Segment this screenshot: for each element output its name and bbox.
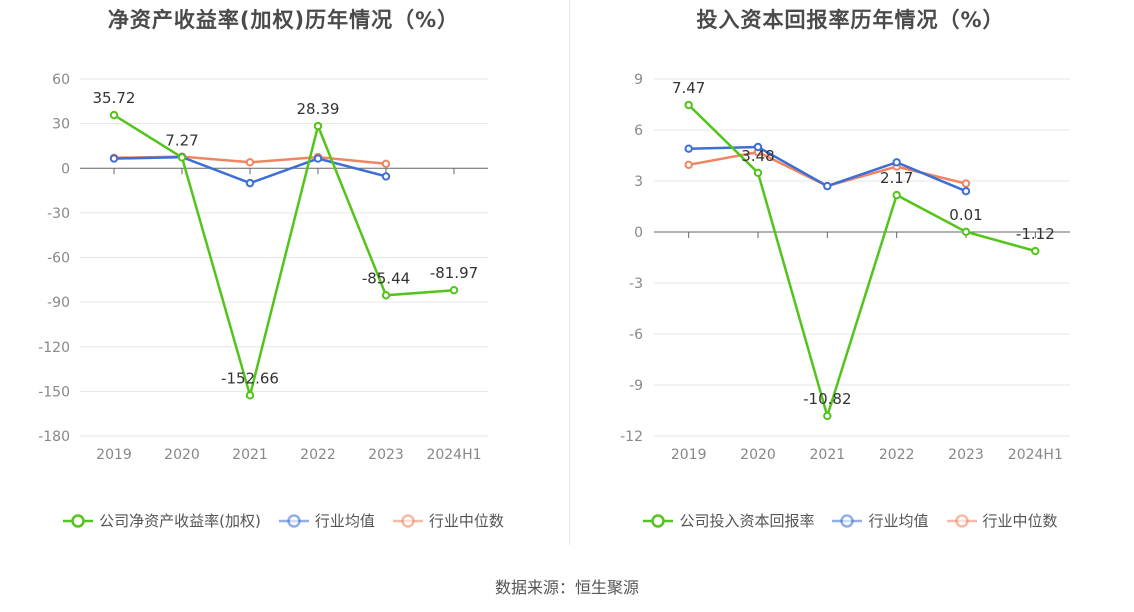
- data-label: 7.27: [165, 131, 198, 149]
- y-tick-label: -6: [629, 327, 643, 343]
- x-tick-label: 2019: [671, 447, 707, 463]
- data-label: 0.01: [949, 206, 982, 224]
- legend-swatch: [392, 513, 423, 528]
- series-line: [113, 114, 455, 401]
- data-point: [684, 160, 693, 170]
- data-label: 2.17: [880, 169, 913, 187]
- data-point: [823, 181, 832, 191]
- legend-item[interactable]: 行业均值: [278, 510, 375, 531]
- x-tick-label: 2020: [164, 447, 200, 463]
- y-tick-label: -150: [38, 384, 70, 400]
- x-tick-label: 2020: [740, 447, 776, 463]
- y-tick-label: 0: [634, 225, 643, 241]
- chart-title: 投入资本回报率历年情况（%）: [696, 8, 1005, 32]
- x-tick-label: 2024H1: [1008, 447, 1063, 463]
- x-tick-label: 2023: [948, 447, 984, 463]
- data-point: [313, 154, 323, 163]
- y-tick-label: -9: [629, 378, 643, 394]
- y-tick-label: -90: [47, 295, 70, 311]
- x-tick-label: 2022: [300, 447, 336, 463]
- y-tick-label: 9: [634, 72, 643, 88]
- y-tick-label: -3: [629, 276, 643, 292]
- legend-label: 公司净资产收益率(加权): [99, 512, 261, 530]
- data-point: [245, 158, 255, 167]
- legend-item[interactable]: 公司净资产收益率(加权): [63, 510, 261, 531]
- data-label: -1.12: [1016, 225, 1055, 243]
- data-point: [684, 100, 693, 110]
- data-point: [109, 154, 119, 163]
- legend-swatch: [643, 513, 674, 528]
- data-point: [684, 144, 693, 153]
- data-label: -81.97: [430, 264, 478, 282]
- data-point: [449, 285, 459, 295]
- data-point: [381, 291, 391, 300]
- roic-chart-panel: 投入资本回报率历年情况（%） 9 6 3 0 -3 -6 -9 -12 2019 2020 2021…: [567, 0, 1134, 560]
- series-line: [687, 104, 1036, 421]
- x-tick-label: 2023: [368, 447, 404, 463]
- data-label: -152.66: [221, 369, 279, 387]
- roic-line-chart: 9 6 3 0 -3 -6 -9 -12 2019 2020 2021 2022 2023 2024H1 7…: [620, 72, 1070, 463]
- legend: 公司净资产收益率(加权) 行业均值 行业中位数: [0, 510, 567, 531]
- y-tick-label: -12: [620, 429, 643, 445]
- legend-swatch: [946, 513, 977, 528]
- panel-divider: [569, 0, 570, 545]
- data-point: [823, 411, 832, 421]
- data-point: [381, 172, 391, 181]
- data-point: [381, 159, 391, 168]
- y-tick-label: 30: [52, 117, 70, 133]
- y-tick-label: -120: [38, 340, 70, 356]
- data-label: 28.39: [297, 100, 340, 118]
- data-point: [961, 187, 971, 196]
- legend-item[interactable]: 行业中位数: [392, 510, 504, 531]
- data-point: [313, 121, 323, 131]
- data-point: [177, 153, 187, 162]
- y-tick-label: 0: [61, 161, 70, 177]
- data-point: [245, 391, 255, 400]
- data-point: [892, 190, 901, 200]
- legend-label: 行业中位数: [428, 512, 504, 530]
- legend-swatch: [278, 513, 309, 528]
- legend-item[interactable]: 公司投入资本回报率: [643, 510, 814, 531]
- data-point: [753, 142, 763, 152]
- data-point: [961, 227, 971, 237]
- legend-swatch: [63, 513, 94, 528]
- data-source: 数据来源：恒生聚源: [494, 578, 639, 597]
- y-tick-label: 60: [52, 72, 70, 88]
- data-point: [245, 178, 255, 188]
- y-tick-label: -30: [47, 206, 70, 222]
- legend-item[interactable]: 行业均值: [832, 510, 929, 531]
- roe-chart-panel: 净资产收益率(加权)历年情况（%） 60 30 0 -30 -60 -90 -120 -150…: [0, 0, 567, 560]
- legend: 公司投入资本回报率 行业均值 行业中位数: [567, 510, 1134, 531]
- legend-label: 行业均值: [868, 512, 929, 530]
- y-tick-label: 3: [634, 174, 643, 190]
- legend-label: 行业均值: [314, 512, 375, 530]
- roe-line-chart: 60 30 0 -30 -60 -90 -120 -150 -180 2019 2020 2021 20…: [38, 72, 488, 463]
- x-tick-label: 2019: [96, 447, 132, 463]
- legend-item[interactable]: 行业中位数: [946, 510, 1058, 531]
- x-tick-label: 2021: [810, 447, 846, 463]
- data-label: 7.47: [672, 79, 705, 97]
- legend-label: 公司投入资本回报率: [679, 512, 815, 530]
- chart-title: 净资产收益率(加权)历年情况（%）: [107, 8, 460, 32]
- data-label: -85.44: [362, 269, 410, 287]
- x-tick-label: 2021: [232, 447, 268, 463]
- legend-swatch: [832, 513, 863, 528]
- legend-label: 行业中位数: [982, 512, 1058, 530]
- data-point: [1031, 246, 1040, 256]
- data-label: 35.72: [93, 89, 136, 107]
- y-tick-label: -60: [47, 251, 70, 267]
- data-point: [892, 158, 901, 167]
- data-point: [961, 179, 971, 188]
- data-point: [753, 168, 763, 178]
- data-label: 3.48: [741, 147, 774, 165]
- x-tick-label: 2024H1: [426, 447, 481, 463]
- y-tick-label: 6: [634, 123, 643, 139]
- data-label: -10.82: [803, 390, 851, 408]
- x-tick-label: 2022: [879, 447, 915, 463]
- y-tick-label: -180: [38, 429, 70, 445]
- data-point: [109, 110, 119, 120]
